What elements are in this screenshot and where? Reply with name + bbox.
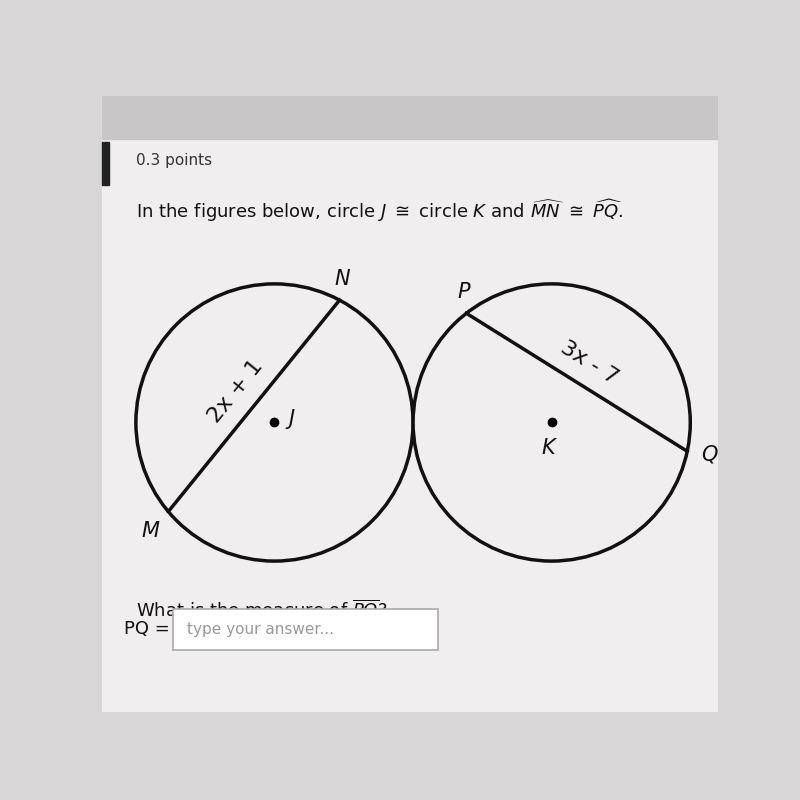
Text: J: J <box>288 410 294 430</box>
Text: In the figures below, circle $J$ $\cong$ circle $K$ and $\widehat{MN}$ $\cong$ $: In the figures below, circle $J$ $\cong$… <box>136 198 623 224</box>
Text: What is the measure of $\overline{PQ}$?: What is the measure of $\overline{PQ}$? <box>136 598 387 621</box>
Bar <box>102 96 718 139</box>
Text: PQ =: PQ = <box>124 621 170 638</box>
Text: type your answer...: type your answer... <box>187 622 334 637</box>
Text: 0.3 points: 0.3 points <box>136 153 212 168</box>
Text: Q: Q <box>701 444 717 464</box>
Text: N: N <box>335 269 350 289</box>
Text: M: M <box>141 521 159 541</box>
Text: P: P <box>457 282 470 302</box>
Circle shape <box>136 284 413 561</box>
Text: K: K <box>542 438 555 458</box>
Text: 3x - 7: 3x - 7 <box>557 337 622 388</box>
FancyBboxPatch shape <box>173 609 438 650</box>
Bar <box>102 142 110 186</box>
Text: 2x + 1: 2x + 1 <box>205 356 267 426</box>
Circle shape <box>413 284 690 561</box>
